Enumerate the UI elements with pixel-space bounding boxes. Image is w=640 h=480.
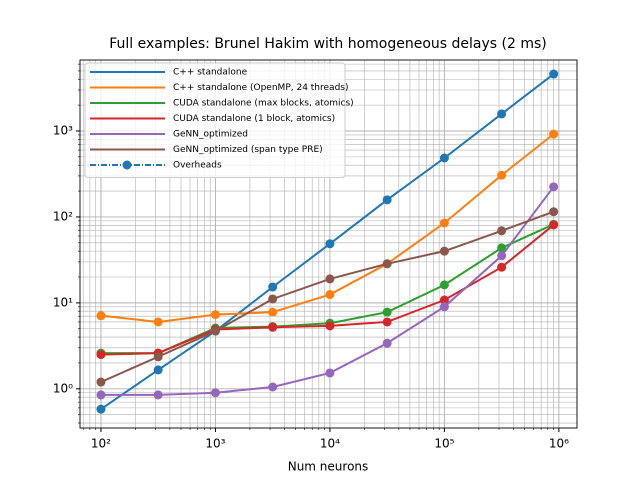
data-point	[549, 129, 559, 139]
y-tick-label: 10²	[53, 209, 73, 223]
data-point	[325, 239, 335, 249]
data-point	[549, 207, 559, 217]
data-point	[549, 220, 559, 230]
data-point	[96, 404, 106, 414]
data-point	[325, 368, 335, 378]
x-tick-label: 10⁶	[549, 437, 569, 451]
chart-title: Full examples: Brunel Hakim with homogen…	[109, 36, 547, 52]
y-tick-label: 10³	[53, 123, 73, 137]
legend-label: CUDA standalone (1 block, atomics)	[173, 114, 335, 124]
legend-label: GeNN_optimized (span type PRE)	[173, 145, 323, 155]
x-tick-label: 10⁴	[320, 437, 340, 451]
data-point	[153, 390, 163, 400]
data-point	[325, 321, 335, 331]
data-point	[439, 218, 449, 228]
data-point	[96, 377, 106, 387]
x-tick-label: 10⁵	[434, 437, 454, 451]
data-point	[497, 251, 507, 261]
x-tick-label: 10³	[205, 437, 225, 451]
plot-frame	[79, 59, 578, 429]
data-point	[268, 282, 278, 292]
data-point	[497, 170, 507, 180]
legend-label: Overheads	[173, 161, 222, 171]
data-point	[210, 388, 220, 398]
data-point	[382, 338, 392, 348]
y-tick-label: 10¹	[53, 295, 73, 309]
legend-label: CUDA standalone (max blocks, atomics)	[173, 99, 354, 109]
data-point	[497, 243, 507, 253]
data-point	[153, 317, 163, 327]
data-point	[153, 352, 163, 362]
data-point	[439, 153, 449, 163]
data-point	[325, 290, 335, 300]
legend-marker	[122, 160, 132, 170]
data-point	[549, 182, 559, 192]
data-point	[210, 326, 220, 336]
data-point	[497, 226, 507, 236]
legend-label: C++ standalone	[173, 68, 248, 78]
data-point	[268, 322, 278, 332]
data-point	[382, 307, 392, 317]
data-point	[382, 195, 392, 205]
x-axis-label: Num neurons	[288, 460, 369, 474]
x-tick-label: 10²	[91, 437, 111, 451]
data-point	[439, 280, 449, 290]
data-point	[268, 307, 278, 317]
data-point	[382, 317, 392, 327]
data-point	[325, 274, 335, 284]
data-point	[210, 310, 220, 320]
data-point	[439, 295, 449, 305]
legend-label: GeNN_optimized	[173, 130, 248, 140]
data-point	[382, 259, 392, 269]
data-point	[268, 294, 278, 304]
data-point	[497, 109, 507, 119]
data-point	[96, 311, 106, 321]
data-point	[153, 365, 163, 375]
data-point	[96, 350, 106, 360]
data-point	[439, 302, 449, 312]
data-point	[439, 246, 449, 256]
y-tick-label: 10⁰	[53, 381, 73, 395]
data-point	[96, 390, 106, 400]
legend-label: C++ standalone (OpenMP, 24 threads)	[173, 83, 348, 93]
data-point	[549, 69, 559, 79]
data-point	[268, 382, 278, 392]
data-point	[497, 262, 507, 272]
